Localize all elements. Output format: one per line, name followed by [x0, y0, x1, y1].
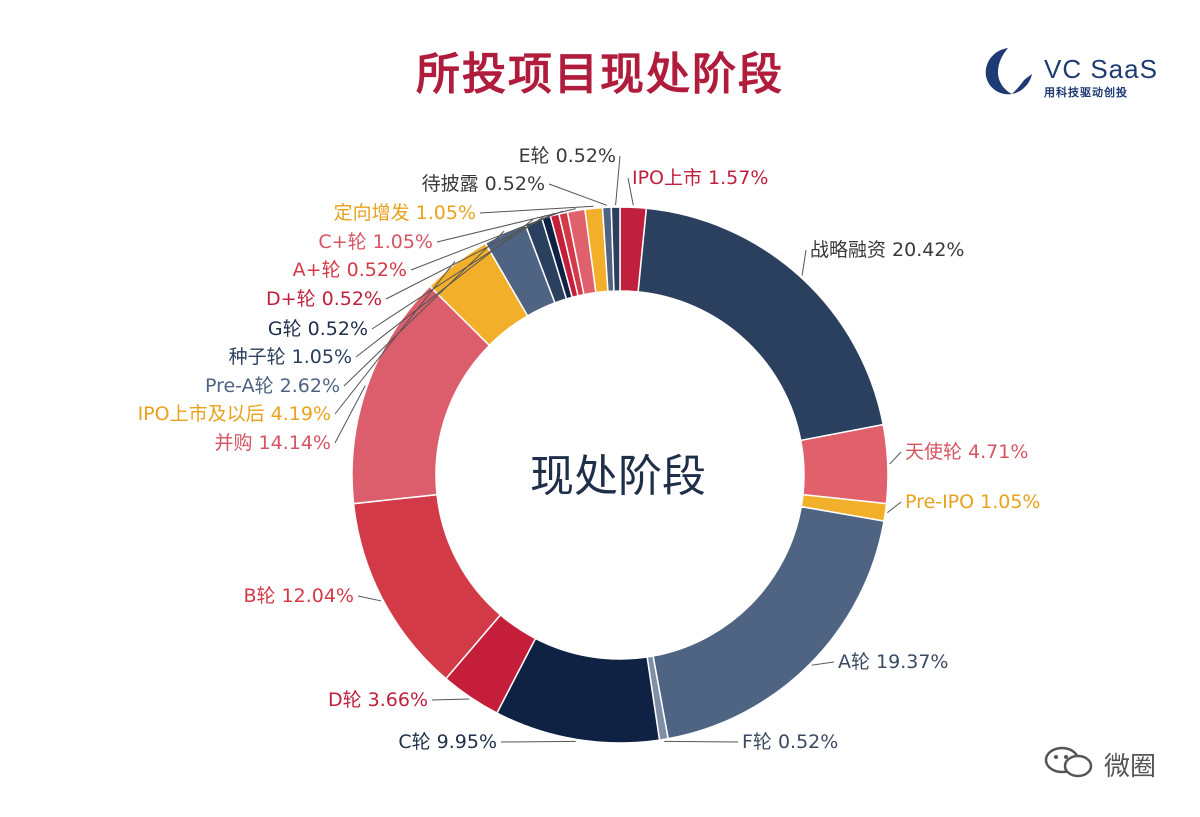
slice-label-17: C+轮 1.05% [318, 231, 433, 253]
slice-label-4: Pre-IPO 1.05% [905, 491, 1040, 513]
logo-name: VC SaaS [1044, 54, 1158, 84]
leader-line-20 [615, 155, 621, 206]
center-label: 现处阶段 [530, 451, 706, 502]
slice-2 [637, 207, 885, 442]
slice-label-9: B轮 12.04% [243, 585, 354, 607]
vc-saas-logo-icon [985, 48, 1032, 95]
slice-label-18: 定向增发 1.05% [334, 202, 476, 224]
leader-line-12 [343, 230, 505, 387]
leader-line-19 [548, 183, 607, 206]
slice-20 [610, 206, 621, 292]
leader-line-16 [410, 210, 563, 271]
slice-label-5: A轮 19.37% [838, 651, 948, 673]
leader-line-15 [385, 212, 555, 300]
leader-line-3 [889, 451, 902, 465]
slice-label-11: IPO上市及以后 4.19% [138, 403, 331, 425]
leader-line-5 [811, 661, 835, 666]
leader-line-11 [334, 260, 456, 415]
leader-line-9 [357, 595, 382, 602]
leader-line-2 [801, 249, 807, 276]
slice-label-13: 种子轮 1.05% [229, 346, 352, 368]
logo-tagline: 用科技驱动创投 [1044, 86, 1128, 99]
slice-5 [652, 505, 885, 740]
leader-line-14 [371, 215, 546, 330]
leader-line-13 [355, 219, 534, 358]
leader-line-8 [431, 698, 470, 701]
leader-line-4 [887, 501, 902, 514]
watermark: 微圈 [1042, 744, 1182, 784]
slice-label-10: 并购 14.14% [215, 432, 332, 454]
logo: VC SaaS 用科技驱动创投 [978, 42, 1178, 102]
slice-label-6: F轮 0.52% [742, 731, 838, 753]
leader-line-7 [500, 740, 576, 743]
slice-label-19: 待披露 0.52% [422, 173, 545, 195]
slice-label-15: D+轮 0.52% [266, 288, 382, 310]
leader-line-1 [627, 177, 634, 206]
slice-label-3: 天使轮 4.71% [905, 441, 1028, 463]
wechat-moments-icon [1044, 746, 1093, 778]
slice-label-14: G轮 0.52% [268, 318, 368, 340]
leader-line-17 [436, 208, 576, 243]
slice-label-16: A+轮 0.52% [293, 259, 407, 281]
watermark-text: 微圈 [1104, 752, 1157, 782]
slice-label-2: 战略融资 20.42% [810, 239, 965, 261]
page-title: 所投项目现处阶段 [416, 49, 784, 100]
leader-line-18 [479, 205, 594, 214]
leader-line-10 [334, 385, 366, 444]
slice-label-7: C轮 9.95% [398, 731, 497, 753]
slice-label-12: Pre-A轮 2.62% [205, 375, 340, 397]
leader-line-6 [664, 740, 739, 743]
slice-label-8: D轮 3.66% [328, 689, 428, 711]
slice-label-1: IPO上市 1.57% [632, 167, 768, 189]
slice-label-20: E轮 0.52% [519, 145, 616, 167]
